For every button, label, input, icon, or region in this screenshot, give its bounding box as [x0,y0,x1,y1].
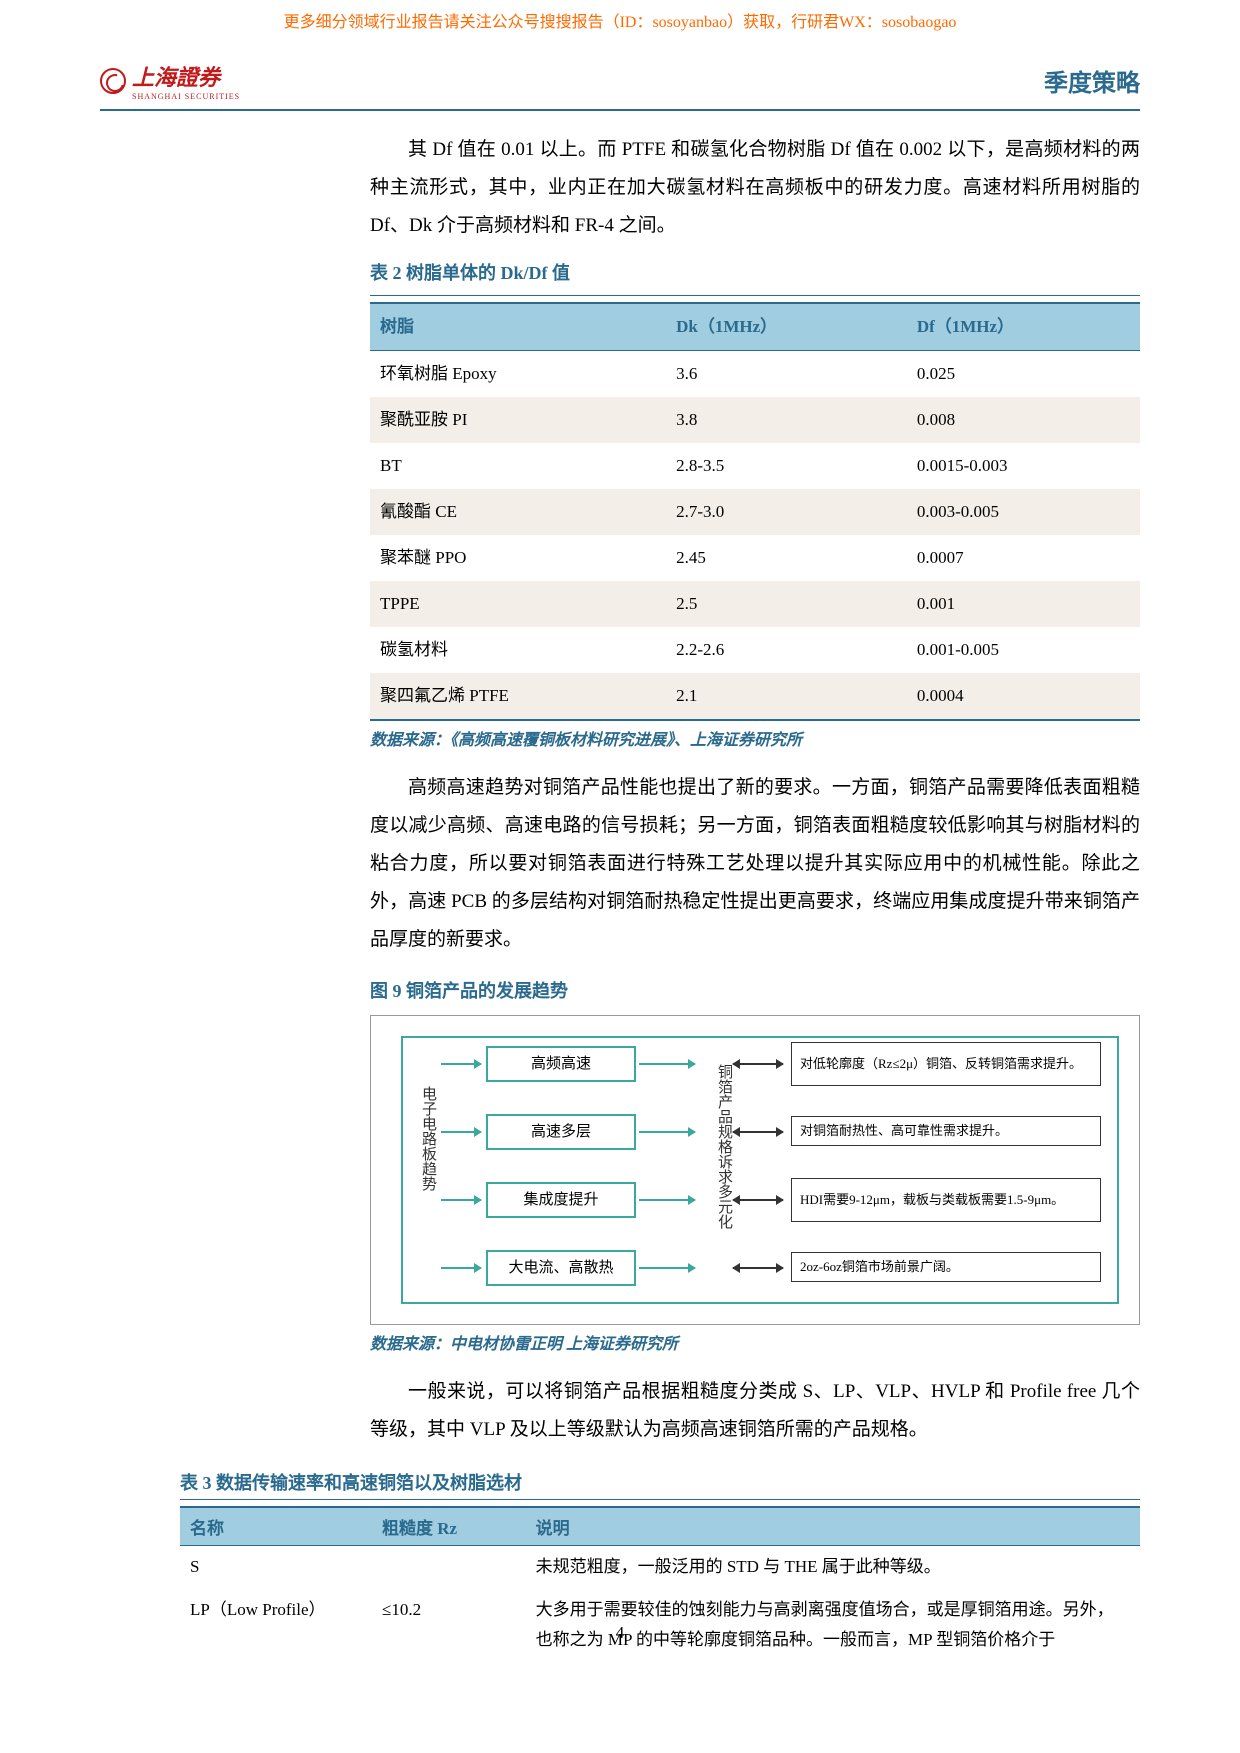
fig9-box-1: 高频高速 [486,1046,636,1082]
table3: 名称粗糙度 Rz说明 S 未规范粗度，一般泛用的 STD 与 THE 属于此种等级… [180,1506,1140,1662]
banner-text: 更多细分领域行业报告请关注公众号搜搜报告（ID：sosoyanbao）获取，行研… [284,14,957,31]
logo-icon [100,68,126,94]
top-banner: 更多细分领域行业报告请关注公众号搜搜报告（ID：sosoyanbao）获取，行研… [0,0,1240,40]
table-cell: 未规范粗度，一般泛用的 STD 与 THE 属于此种等级。 [526,1546,1140,1589]
table2-header-cell: Df（1MHz） [907,303,1140,351]
table-cell: 0.008 [907,397,1140,443]
figure9-caption: 图 9 铜箔产品的发展趋势 [370,973,1140,1009]
table-cell: ≤10.2 [372,1589,526,1662]
logo: 上海證券 SHANGHAI SECURITIES [100,60,240,101]
table-cell: 聚酰亚胺 PI [370,397,666,443]
double-arrow-icon [733,1063,783,1065]
fig9-rbox-2: 对铜箔耐热性、高可靠性需求提升。 [791,1116,1101,1146]
table-row: 聚酰亚胺 PI3.80.008 [370,397,1140,443]
fig9-rbox-3: HDI需要9-12μm，载板与类载板需要1.5-9μm。 [791,1178,1101,1222]
table2-source: 数据来源：《高频高速覆铜板材料研究进展》、上海证券研究所 [370,725,1140,757]
table-cell: LP（Low Profile） [180,1589,372,1662]
table-cell [372,1546,526,1589]
paragraph-2: 高频高速趋势对铜箔产品性能也提出了新的要求。一方面，铜箔产品需要降低表面粗糙度以… [370,769,1140,959]
table-cell: 0.0015-0.003 [907,443,1140,489]
table-cell: 0.0004 [907,673,1140,720]
paragraph-3: 一般来说，可以将铜箔产品根据粗糙度分类成 S、LP、VLP、HVLP 和 Pro… [370,1373,1140,1449]
main-content: 其 Df 值在 0.01 以上。而 PTFE 和碳氢化合物树脂 Df 值在 0.… [370,131,1140,1449]
table-row: 碳氢材料2.2-2.60.001-0.005 [370,627,1140,673]
fig9-rbox-4: 2oz-6oz铜箔市场前景广阔。 [791,1252,1101,1282]
table-row: LP（Low Profile）≤10.2大多用于需要较佳的蚀刻能力与高剥离强度值… [180,1589,1140,1662]
arrow-icon [441,1131,481,1133]
table-cell: 2.2-2.6 [666,627,907,673]
table-cell: 2.8-3.5 [666,443,907,489]
figure9-source: 数据来源：中电材协雷正明 上海证券研究所 [370,1329,1140,1361]
table-cell: S [180,1546,372,1589]
table3-header-cell: 粗糙度 Rz [372,1507,526,1546]
table2-header-cell: 树脂 [370,303,666,351]
arrow-icon [639,1199,695,1201]
fig9-box-2: 高速多层 [486,1114,636,1150]
table-cell: 环氧树脂 Epoxy [370,351,666,398]
table-cell: 0.001 [907,581,1140,627]
table-row: S 未规范粗度，一般泛用的 STD 与 THE 属于此种等级。 [180,1546,1140,1589]
table-cell: 2.45 [666,535,907,581]
paragraph-1: 其 Df 值在 0.01 以上。而 PTFE 和碳氢化合物树脂 Df 值在 0.… [370,131,1140,245]
double-arrow-icon [733,1131,783,1133]
table2-header-cell: Dk（1MHz） [666,303,907,351]
table-cell: 3.6 [666,351,907,398]
table-cell: 聚四氟乙烯 PTFE [370,673,666,720]
arrow-icon [441,1199,481,1201]
table-cell: 聚苯醚 PPO [370,535,666,581]
table2: 树脂Dk（1MHz）Df（1MHz） 环氧树脂 Epoxy3.60.025聚酰亚… [370,302,1140,721]
table-cell: 0.003-0.005 [907,489,1140,535]
table-row: TPPE2.50.001 [370,581,1140,627]
arrow-icon [441,1267,481,1269]
double-arrow-icon [733,1199,783,1201]
table-cell: 碳氢材料 [370,627,666,673]
table3-caption: 表 3 数据传输速率和高速铜箔以及树脂选材 [180,1469,1140,1500]
double-arrow-icon [733,1267,783,1269]
fig9-box-3: 集成度提升 [486,1182,636,1218]
table-row: BT2.8-3.50.0015-0.003 [370,443,1140,489]
fig9-left-vlabel: 电子电路板趋势 [413,1086,443,1191]
table-cell: 氰酸酯 CE [370,489,666,535]
table-cell: 3.8 [666,397,907,443]
fig9-box-4: 大电流、高散热 [486,1250,636,1286]
table-cell: 0.025 [907,351,1140,398]
table-cell: 0.0007 [907,535,1140,581]
fig9-rbox-1: 对低轮廓度（Rz≤2μ）铜箔、反转铜箔需求提升。 [791,1042,1101,1086]
table-row: 环氧树脂 Epoxy3.60.025 [370,351,1140,398]
arrow-icon [639,1063,695,1065]
table-cell: 2.7-3.0 [666,489,907,535]
table-cell: 0.001-0.005 [907,627,1140,673]
table-cell: 2.5 [666,581,907,627]
table-row: 聚苯醚 PPO2.450.0007 [370,535,1140,581]
arrow-icon [639,1131,695,1133]
table3-header-cell: 名称 [180,1507,372,1546]
arrow-icon [441,1063,481,1065]
table-cell: 2.1 [666,673,907,720]
arrow-icon [639,1267,695,1269]
figure9-diagram: 电子电路板趋势 铜箔产品规格诉求多元化 高频高速 高速多层 集成度提升 大电流、… [370,1015,1140,1325]
logo-text: 上海證券 [132,60,240,92]
table-cell: TPPE [370,581,666,627]
table3-section: 表 3 数据传输速率和高速铜箔以及树脂选材 名称粗糙度 Rz说明 S 未规范粗度，… [180,1469,1140,1662]
header-title: 季度策略 [1044,63,1140,98]
table2-caption: 表 2 树脂单体的 Dk/Df 值 [370,255,1140,296]
table-cell: BT [370,443,666,489]
table3-header-cell: 说明 [526,1507,1140,1546]
page-header: 上海證券 SHANGHAI SECURITIES 季度策略 [100,40,1140,111]
page-number: 4 [616,1623,625,1643]
logo-subtext: SHANGHAI SECURITIES [132,92,240,101]
table-row: 聚四氟乙烯 PTFE2.10.0004 [370,673,1140,720]
table-row: 氰酸酯 CE2.7-3.00.003-0.005 [370,489,1140,535]
